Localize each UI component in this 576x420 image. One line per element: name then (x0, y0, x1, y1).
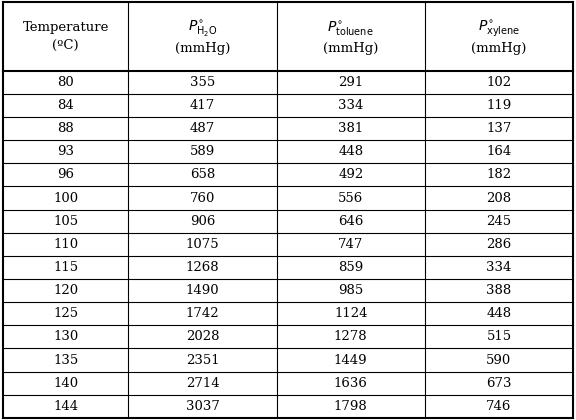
Text: (ºC): (ºC) (52, 39, 79, 52)
Text: 1798: 1798 (334, 400, 367, 413)
Text: 746: 746 (486, 400, 511, 413)
Text: 110: 110 (53, 238, 78, 251)
Text: 747: 747 (338, 238, 363, 251)
Text: 245: 245 (486, 215, 511, 228)
Text: 388: 388 (486, 284, 511, 297)
Text: 2714: 2714 (185, 377, 219, 390)
Text: 658: 658 (190, 168, 215, 181)
Text: 448: 448 (486, 307, 511, 320)
Text: 906: 906 (190, 215, 215, 228)
Text: 334: 334 (338, 99, 363, 112)
Text: 100: 100 (53, 192, 78, 205)
Text: 93: 93 (57, 145, 74, 158)
Text: 80: 80 (57, 76, 74, 89)
Text: 646: 646 (338, 215, 363, 228)
Text: 859: 859 (338, 261, 363, 274)
Text: 1490: 1490 (185, 284, 219, 297)
Text: 448: 448 (338, 145, 363, 158)
Text: 985: 985 (338, 284, 363, 297)
Text: 120: 120 (53, 284, 78, 297)
Text: 2028: 2028 (185, 331, 219, 344)
Text: 115: 115 (53, 261, 78, 274)
Text: 417: 417 (190, 99, 215, 112)
Text: 1449: 1449 (334, 354, 367, 367)
Text: (mmHg): (mmHg) (323, 42, 378, 55)
Text: 673: 673 (486, 377, 511, 390)
Text: 291: 291 (338, 76, 363, 89)
Text: 1278: 1278 (334, 331, 367, 344)
Text: 381: 381 (338, 122, 363, 135)
Text: 164: 164 (486, 145, 511, 158)
Text: 130: 130 (53, 331, 78, 344)
Text: 84: 84 (57, 99, 74, 112)
Text: 137: 137 (486, 122, 511, 135)
Text: 102: 102 (486, 76, 511, 89)
Text: 208: 208 (486, 192, 511, 205)
Text: 355: 355 (190, 76, 215, 89)
Text: 1636: 1636 (334, 377, 367, 390)
Text: 125: 125 (53, 307, 78, 320)
Text: (mmHg): (mmHg) (175, 42, 230, 55)
Text: 589: 589 (190, 145, 215, 158)
Text: 2351: 2351 (185, 354, 219, 367)
Text: 1268: 1268 (185, 261, 219, 274)
Text: 515: 515 (486, 331, 511, 344)
Text: 1075: 1075 (185, 238, 219, 251)
Text: 760: 760 (190, 192, 215, 205)
Text: $P^{\circ}_{\mathregular{xylene}}$: $P^{\circ}_{\mathregular{xylene}}$ (478, 18, 520, 39)
Text: $P^{\circ}_{\mathregular{H_{2}O}}$: $P^{\circ}_{\mathregular{H_{2}O}}$ (188, 19, 217, 39)
Text: 119: 119 (486, 99, 511, 112)
Text: $P^{\circ}_{\mathregular{toluene}}$: $P^{\circ}_{\mathregular{toluene}}$ (327, 20, 374, 38)
Text: 182: 182 (486, 168, 511, 181)
Text: 1124: 1124 (334, 307, 367, 320)
Text: (mmHg): (mmHg) (471, 42, 526, 55)
Text: 487: 487 (190, 122, 215, 135)
Text: 286: 286 (486, 238, 511, 251)
Text: 334: 334 (486, 261, 511, 274)
Text: Temperature: Temperature (22, 21, 109, 34)
Text: 492: 492 (338, 168, 363, 181)
Text: 105: 105 (53, 215, 78, 228)
Text: 3037: 3037 (185, 400, 219, 413)
Text: 590: 590 (486, 354, 511, 367)
Text: 88: 88 (57, 122, 74, 135)
Text: 96: 96 (57, 168, 74, 181)
Text: 144: 144 (53, 400, 78, 413)
Text: 135: 135 (53, 354, 78, 367)
Text: 556: 556 (338, 192, 363, 205)
Text: 1742: 1742 (185, 307, 219, 320)
Text: 140: 140 (53, 377, 78, 390)
